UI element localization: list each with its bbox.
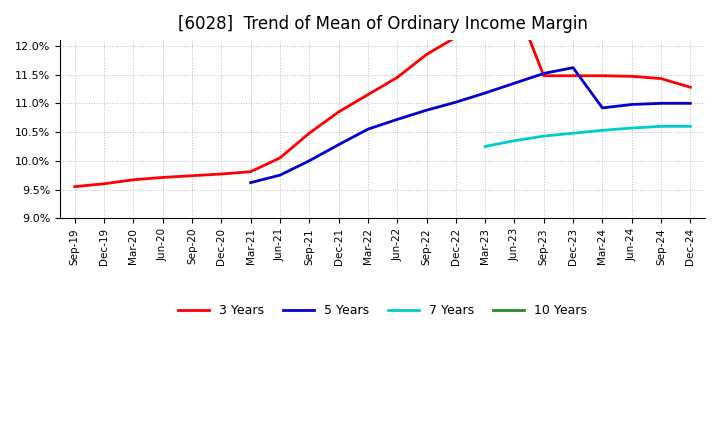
3 Years	[598, 73, 607, 78]
3 Years	[100, 181, 109, 187]
3 Years	[364, 92, 372, 97]
5 Years	[627, 102, 636, 107]
5 Years	[276, 172, 284, 178]
3 Years	[305, 131, 314, 136]
Line: 3 Years: 3 Years	[75, 1, 690, 187]
5 Years	[305, 158, 314, 163]
5 Years	[334, 142, 343, 147]
7 Years	[481, 144, 490, 149]
3 Years	[627, 73, 636, 79]
Line: 7 Years: 7 Years	[485, 126, 690, 147]
3 Years	[539, 73, 548, 78]
7 Years	[598, 128, 607, 133]
3 Years	[510, 0, 519, 4]
3 Years	[481, 15, 490, 20]
5 Years	[451, 99, 460, 105]
5 Years	[569, 65, 577, 70]
5 Years	[686, 101, 695, 106]
7 Years	[510, 138, 519, 143]
5 Years	[510, 81, 519, 86]
7 Years	[539, 133, 548, 139]
5 Years	[657, 101, 665, 106]
3 Years	[686, 84, 695, 90]
5 Years	[481, 90, 490, 95]
Legend: 3 Years, 5 Years, 7 Years, 10 Years: 3 Years, 5 Years, 7 Years, 10 Years	[173, 299, 593, 323]
3 Years	[657, 76, 665, 81]
5 Years	[246, 180, 255, 185]
3 Years	[217, 171, 225, 176]
3 Years	[393, 75, 402, 80]
7 Years	[627, 125, 636, 131]
7 Years	[657, 124, 665, 129]
3 Years	[569, 73, 577, 78]
5 Years	[422, 107, 431, 113]
3 Years	[422, 52, 431, 57]
3 Years	[246, 169, 255, 174]
7 Years	[569, 131, 577, 136]
5 Years	[393, 117, 402, 122]
Line: 5 Years: 5 Years	[251, 68, 690, 183]
5 Years	[364, 127, 372, 132]
5 Years	[598, 105, 607, 110]
3 Years	[129, 177, 138, 183]
3 Years	[451, 35, 460, 40]
3 Years	[188, 173, 197, 178]
3 Years	[158, 175, 167, 180]
3 Years	[276, 155, 284, 161]
Title: [6028]  Trend of Mean of Ordinary Income Margin: [6028] Trend of Mean of Ordinary Income …	[178, 15, 588, 33]
3 Years	[334, 109, 343, 114]
3 Years	[71, 184, 79, 189]
7 Years	[686, 124, 695, 129]
5 Years	[539, 71, 548, 76]
